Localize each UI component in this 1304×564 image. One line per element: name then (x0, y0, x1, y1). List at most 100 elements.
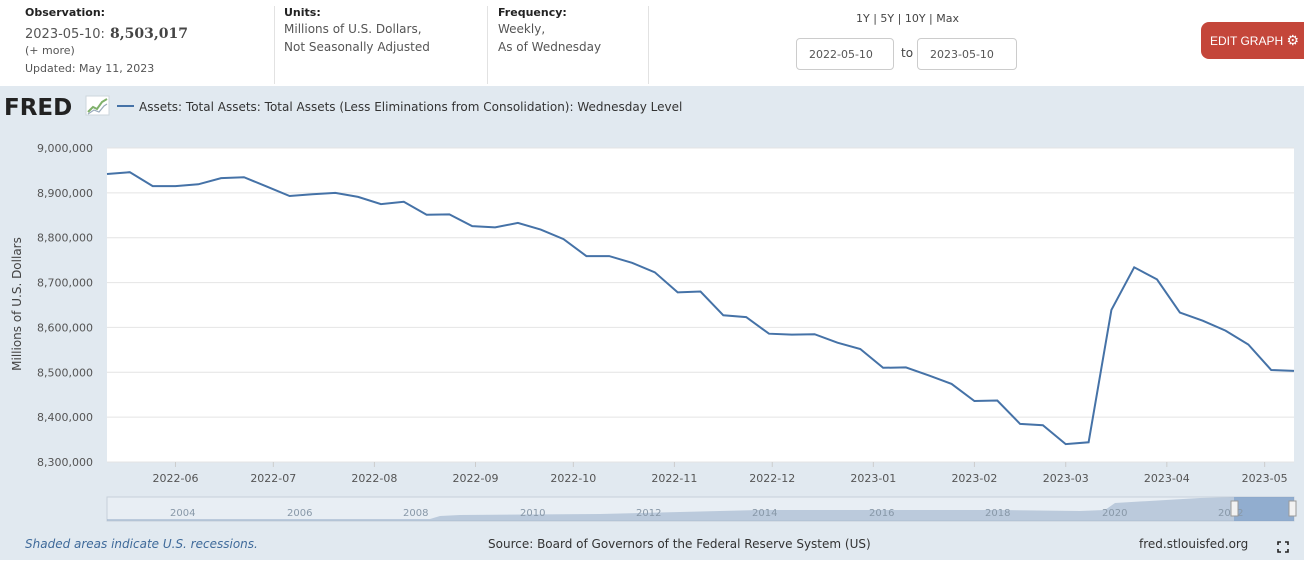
nav-year-2010: 2010 (520, 508, 545, 519)
data-point (424, 212, 430, 218)
observation-line: 2023-05-10: 8,503,017 (25, 23, 188, 42)
navigator-right-handle[interactable] (1288, 500, 1297, 517)
y-tick-label: 9,000,000 (37, 142, 93, 155)
data-point (720, 312, 726, 318)
header-bar: Observation: 2023-05-10: 8,503,017 (+ mo… (0, 0, 1304, 86)
observation-value: 8,503,017 (110, 26, 188, 42)
x-tick-label: 2022-11 (651, 472, 697, 485)
navigator-selection (1234, 497, 1294, 521)
fred-logo-text: FRED (4, 95, 72, 121)
to-label: to (901, 46, 914, 60)
data-point (903, 364, 909, 370)
data-point (1086, 439, 1092, 445)
data-point (195, 181, 201, 187)
data-point (834, 340, 840, 346)
edit-graph-button[interactable]: EDIT GRAPH ⚙ (1201, 22, 1304, 59)
observation-panel: Observation: 2023-05-10: 8,503,017 (+ mo… (0, 6, 275, 84)
y-axis-title: Millions of U.S. Dollars (10, 237, 24, 371)
nav-year-2016: 2016 (869, 508, 894, 519)
y-tick-label: 8,900,000 (37, 187, 93, 200)
nav-year-2008: 2008 (403, 508, 428, 519)
data-point (561, 236, 567, 242)
data-point (971, 398, 977, 404)
units-line-2: Not Seasonally Adjusted (284, 40, 430, 54)
recession-note: Shaded areas indicate U.S. recessions. (25, 537, 258, 551)
x-tick-label: 2023-04 (1144, 472, 1190, 485)
data-point (675, 289, 681, 295)
units-panel: Units: Millions of U.S. Dollars, Not Sea… (274, 6, 488, 84)
x-tick-label: 2023-02 (951, 472, 997, 485)
data-point (1040, 422, 1046, 428)
y-tick-label: 8,600,000 (37, 321, 93, 334)
updated-date: Updated: May 11, 2023 (25, 62, 155, 75)
start-date-input[interactable]: 2022-05-10 (796, 38, 894, 70)
data-point (994, 398, 1000, 404)
data-point (332, 190, 338, 196)
data-point (789, 332, 795, 338)
data-point (1108, 307, 1114, 313)
fred-logo[interactable]: FRED (4, 95, 110, 121)
more-link[interactable]: (+ more) (25, 44, 75, 57)
y-tick-label: 8,300,000 (37, 456, 93, 469)
y-tick-label: 8,500,000 (37, 366, 93, 379)
chart-svg: FRED Assets: Total Assets: Total Assets … (4, 95, 1297, 522)
site-link[interactable]: fred.stlouisfed.org (1139, 537, 1249, 551)
data-point (264, 184, 270, 190)
data-point (172, 183, 178, 189)
x-tick-label: 2022-07 (250, 472, 296, 485)
graph-area: FRED Assets: Total Assets: Total Assets … (0, 86, 1304, 560)
nav-year-2018: 2018 (985, 508, 1010, 519)
nav-year-2006: 2006 (287, 508, 312, 519)
data-point (766, 331, 772, 337)
data-point (469, 223, 475, 229)
logo-chart-icon (85, 95, 110, 116)
navigator-area (107, 497, 1294, 521)
data-point (1223, 328, 1229, 334)
y-tick-label: 8,400,000 (37, 411, 93, 424)
edit-graph-label: EDIT GRAPH (1210, 34, 1284, 48)
x-tick-label: 2022-08 (351, 472, 397, 485)
nav-year-2020: 2020 (1102, 508, 1127, 519)
observation-date: 2023-05-10: (25, 27, 105, 42)
x-tick-label: 2022-10 (550, 472, 596, 485)
grid-lines (107, 147, 1294, 463)
end-date-input[interactable]: 2023-05-10 (917, 38, 1017, 70)
data-point (583, 253, 589, 259)
frequency-line-2: As of Wednesday (498, 40, 602, 54)
data-point (127, 169, 133, 175)
nav-year-2014: 2014 (752, 508, 777, 519)
data-point (401, 199, 407, 205)
data-point (355, 194, 361, 200)
y-tick-label: 8,800,000 (37, 232, 93, 245)
navigator-left-handle[interactable] (1230, 500, 1239, 517)
plot-background (107, 148, 1294, 462)
data-point (150, 183, 156, 189)
y-tick-labels: 8,300,000 8,400,000 8,500,000 8,600,000 8,70… (37, 142, 93, 469)
nav-year-2012: 2012 (636, 508, 661, 519)
range-navigator[interactable]: 2004 2006 2008 2010 2012 2014 2016 2018 … (106, 496, 1297, 522)
range-selector[interactable]: 1Y | 5Y | 10Y | Max (856, 12, 959, 25)
data-point (538, 227, 544, 233)
x-tick-label: 2022-09 (453, 472, 499, 485)
legend-label: Assets: Total Assets: Total Assets (Less… (139, 100, 682, 114)
frequency-panel: Frequency: Weekly, As of Wednesday (487, 6, 649, 84)
data-point (218, 175, 224, 181)
data-point (949, 381, 955, 387)
data-point (446, 211, 452, 217)
series-line (106, 171, 1295, 446)
data-point (241, 174, 247, 180)
fullscreen-icon[interactable] (1277, 538, 1289, 553)
data-point (378, 201, 384, 207)
data-point (1268, 367, 1274, 373)
data-point (857, 346, 863, 352)
data-point (880, 365, 886, 371)
observation-label: Observation: (25, 6, 106, 19)
data-point (515, 220, 521, 226)
y-tick-label: 8,700,000 (37, 277, 93, 290)
data-point (629, 260, 635, 266)
data-point (309, 191, 315, 197)
data-point (1154, 276, 1160, 282)
units-line-1: Millions of U.S. Dollars, (284, 22, 422, 36)
gear-icon: ⚙ (1286, 32, 1300, 48)
x-tick-label: 2023-05 (1242, 472, 1288, 485)
